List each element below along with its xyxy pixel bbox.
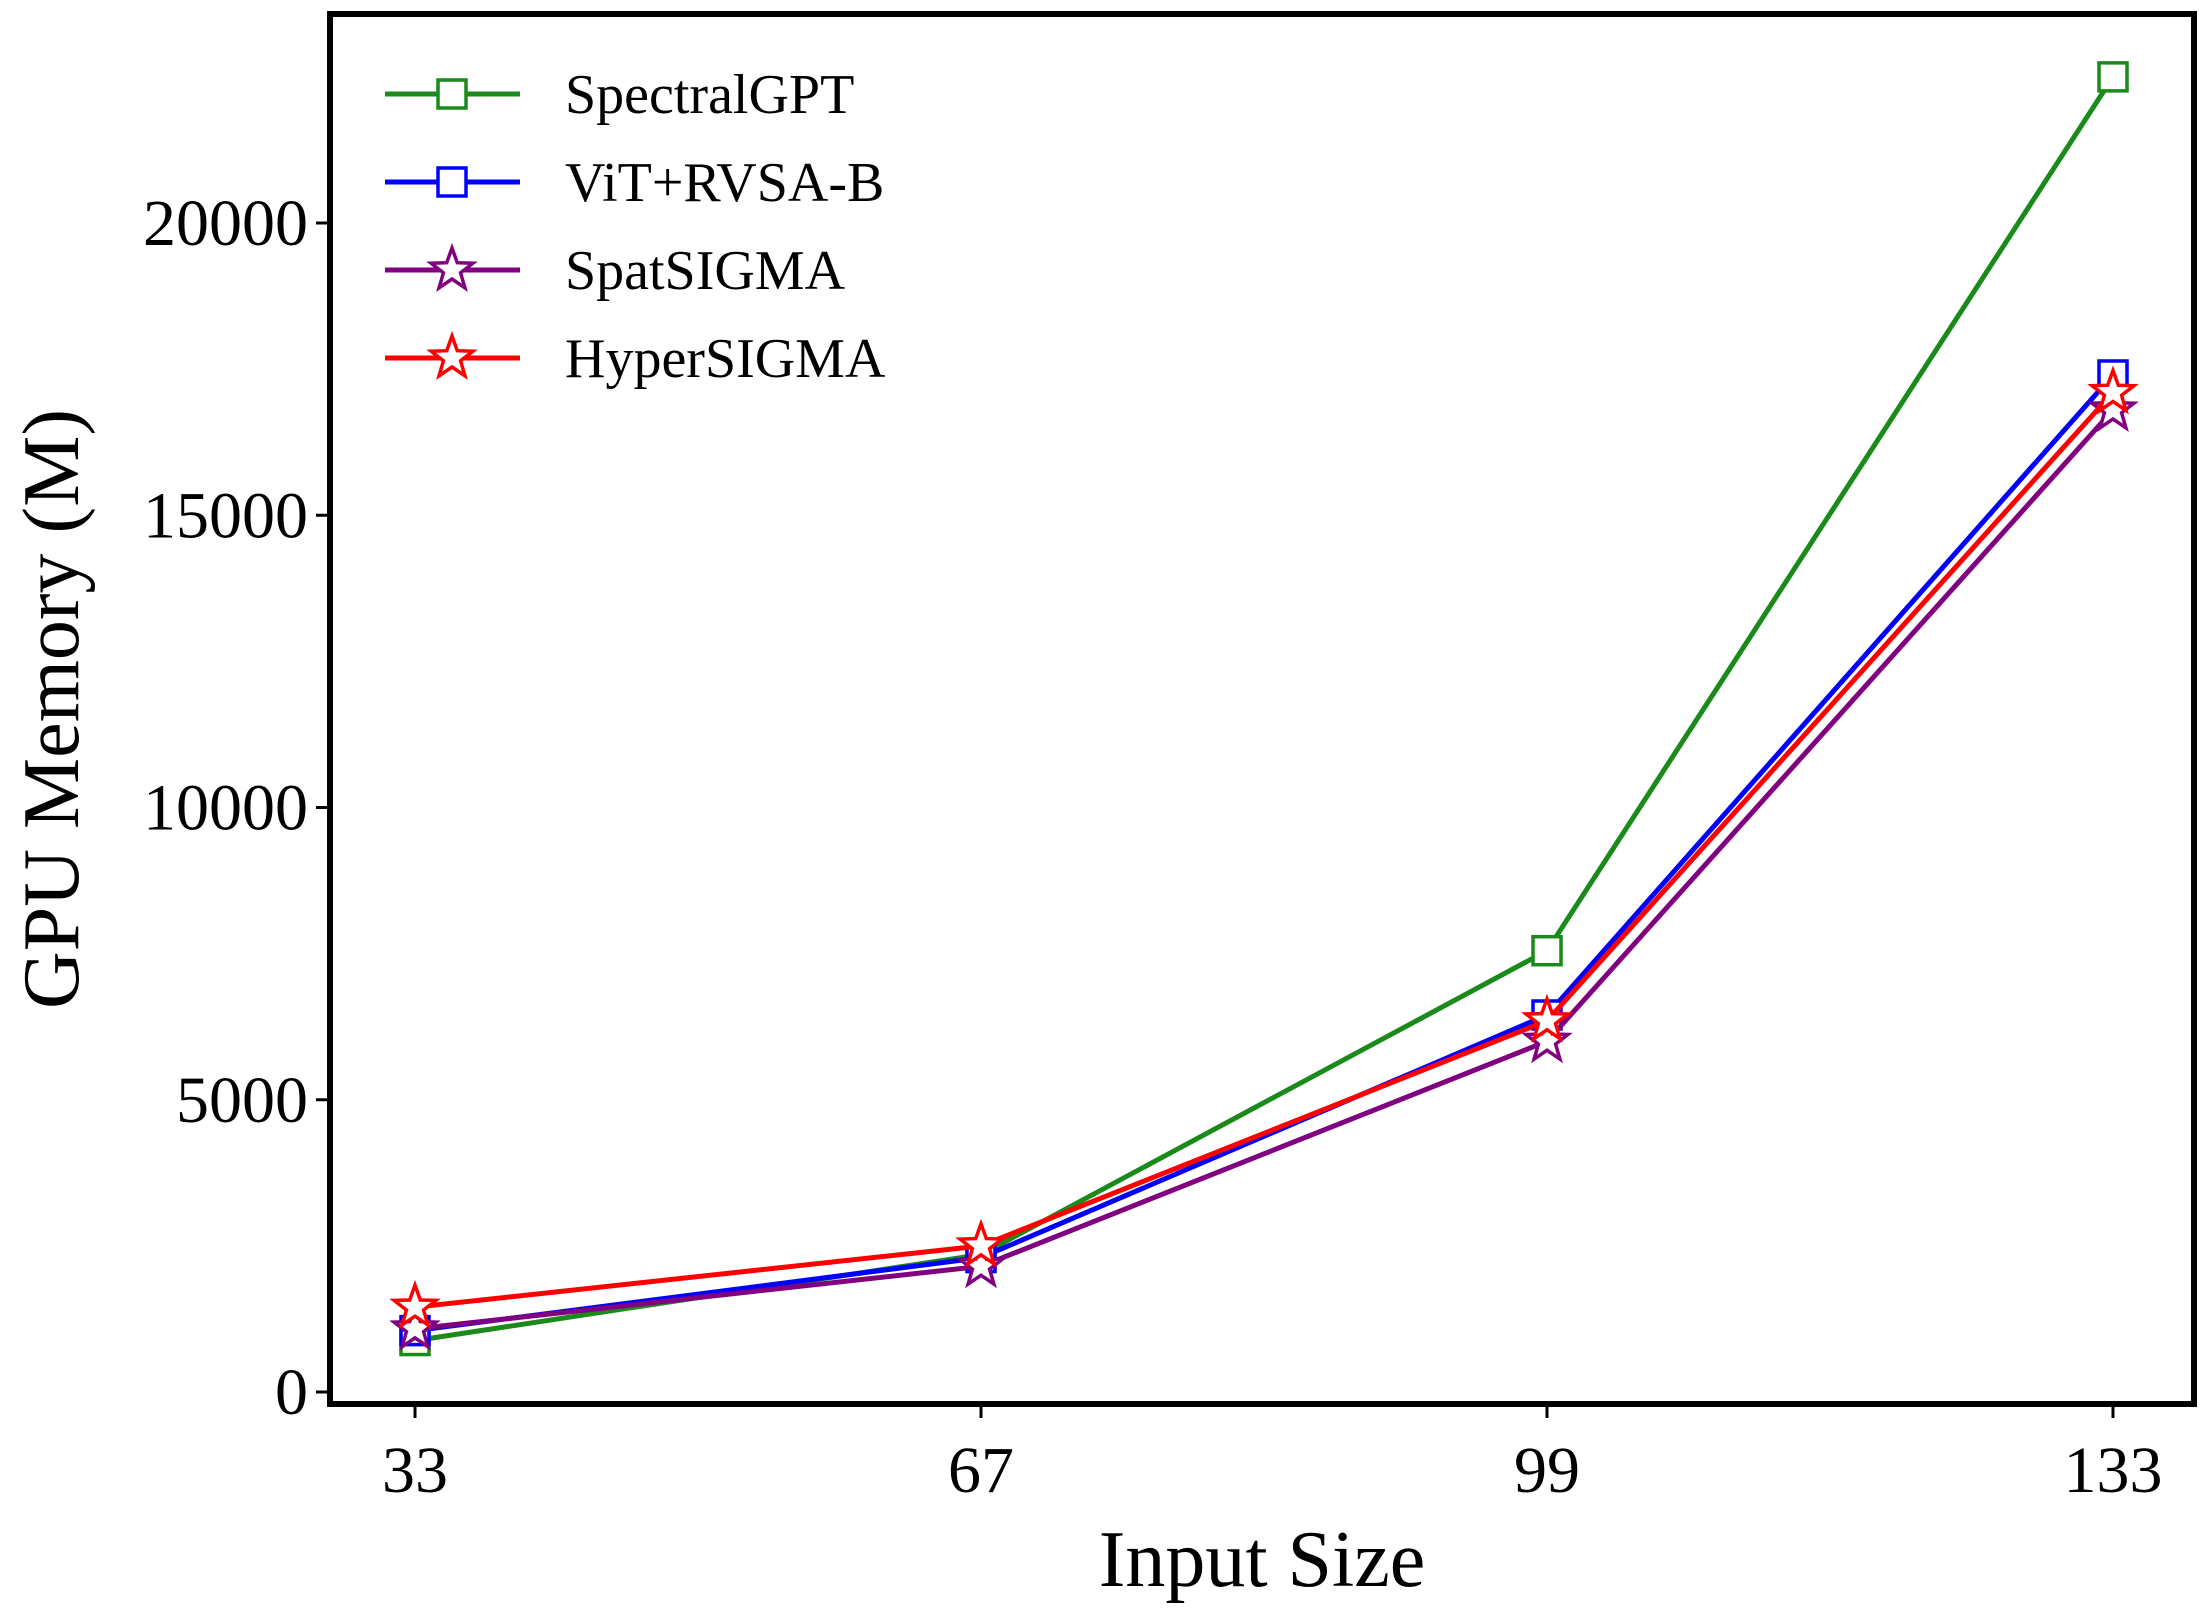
x-axis-title: Input Size — [1099, 1516, 1426, 1604]
legend-marker — [426, 242, 478, 292]
y-axis-title: GPU Memory (M) — [8, 409, 96, 1009]
series-spatsigma — [389, 382, 2139, 1351]
legend-marker — [436, 78, 468, 110]
legend-label: SpectralGPT — [565, 64, 854, 126]
y-tick-label: 20000 — [143, 187, 308, 260]
data-point-marker — [1531, 934, 1563, 967]
data-point-marker — [389, 1280, 441, 1330]
x-tick-label: 99 — [1514, 1434, 1580, 1507]
y-tick-label: 10000 — [143, 772, 308, 845]
x-axis-ticks: 33 67 99 133 — [382, 1404, 2163, 1507]
x-tick-label: 67 — [948, 1434, 1014, 1507]
legend: SpectralGPT ViT+RVSA-B SpatSIGMA HyperSIGMA — [385, 64, 886, 390]
series-hypersigma — [389, 365, 2139, 1330]
legend-item: ViT+RVSA-B — [385, 152, 884, 214]
legend-marker — [436, 166, 468, 198]
data-point-marker — [1521, 1014, 1573, 1064]
legend-item: HyperSIGMA — [385, 328, 886, 390]
legend-label: HyperSIGMA — [565, 328, 886, 390]
y-axis-ticks: 0 5000 10000 15000 20000 — [143, 187, 330, 1429]
legend-item: SpectralGPT — [385, 64, 854, 126]
data-point-marker — [2087, 365, 2139, 415]
data-point-marker — [1521, 993, 1573, 1043]
data-point-marker — [2087, 382, 2139, 432]
legend-marker — [426, 330, 478, 380]
legend-item: SpatSIGMA — [385, 240, 846, 302]
plot-frame — [327, 11, 2197, 1407]
series-line — [414, 373, 2115, 1334]
data-point-marker — [2097, 61, 2129, 93]
x-tick-label: 33 — [382, 1434, 448, 1507]
legend-label: ViT+RVSA-B — [565, 152, 884, 214]
series-layer — [389, 61, 2139, 1357]
x-tick-label: 133 — [2064, 1434, 2163, 1507]
legend-label: SpatSIGMA — [565, 240, 846, 302]
series-line — [414, 408, 2115, 1332]
y-tick-label: 15000 — [143, 479, 308, 552]
data-point-marker — [389, 1301, 441, 1351]
series-line — [414, 390, 2115, 1310]
y-tick-label: 0 — [275, 1356, 308, 1429]
data-point-marker — [955, 1218, 1007, 1268]
data-point-marker — [955, 1239, 1007, 1289]
y-tick-label: 5000 — [176, 1064, 308, 1137]
